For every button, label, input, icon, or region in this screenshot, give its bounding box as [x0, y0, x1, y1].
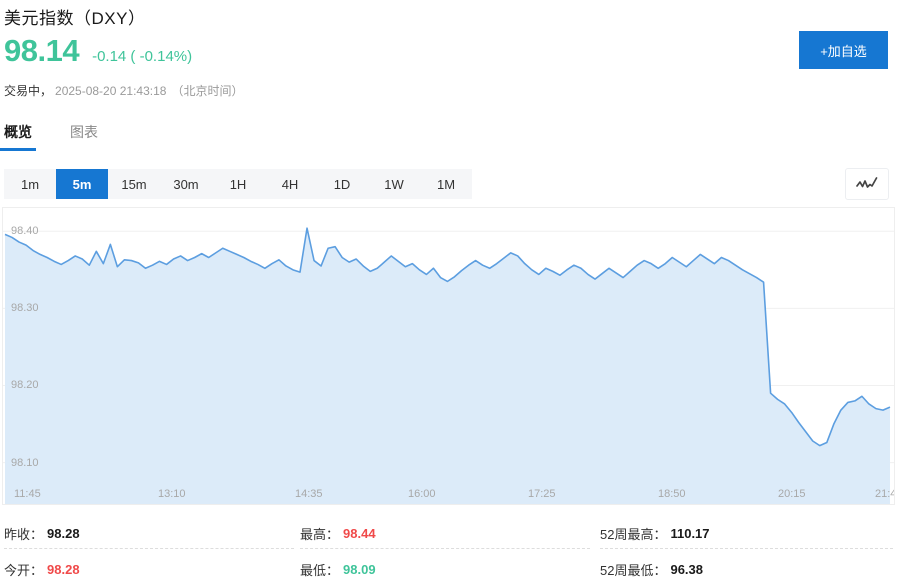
x-axis-tick: 17:25 [528, 488, 556, 500]
y-axis-tick: 98.40 [11, 225, 39, 238]
stat-value: 98.28 [47, 561, 80, 577]
x-axis-tick: 16:00 [408, 488, 436, 500]
tab-chart[interactable]: 图表 [70, 124, 98, 140]
chart-area-fill [5, 228, 890, 504]
x-axis-tick: 21:4 [875, 488, 895, 500]
timeframe-1H[interactable]: 1H [229, 176, 247, 192]
tab-overview[interactable]: 概览 [0, 122, 36, 151]
timeframe-30m[interactable]: 30m [173, 176, 199, 192]
stat-item: 最低： 98.09 [300, 554, 376, 584]
x-axis-tick: 13:10 [158, 488, 186, 500]
market-status: 交易中， [4, 84, 53, 98]
timeframe-1M[interactable]: 1M [436, 176, 456, 192]
stat-label: 今开： [4, 562, 44, 578]
quote-header: 美元指数（DXY） 98.14 -0.14 ( -0.14%) 交易中， 202… [0, 0, 897, 118]
stat-value: 98.28 [47, 525, 80, 541]
timezone-note: （北京时间） [171, 84, 244, 98]
quote-timestamp: 2025-08-20 21:43:18 [55, 84, 167, 98]
y-axis-tick: 98.20 [11, 379, 39, 392]
price-row: 98.14 -0.14 ( -0.14%) [4, 33, 192, 69]
stat-label: 昨收： [4, 526, 44, 542]
price-change: -0.14 ( -0.14%) [92, 48, 193, 65]
line-chart-icon [856, 177, 878, 188]
stat-label: 最高： [300, 526, 340, 542]
stat-item: 今开： 98.28 [4, 554, 80, 584]
last-price: 98.14 [4, 33, 80, 68]
y-axis-tick: 98.30 [11, 302, 39, 315]
price-chart[interactable]: 98.10 98.20 98.30 98.40 11:45 13:10 14:35 16:0… [2, 207, 895, 505]
stat-label: 52周最低： [600, 562, 667, 578]
timeframe-1D[interactable]: 1D [333, 176, 351, 192]
timeframe-1m[interactable]: 1m [20, 176, 40, 192]
chart-canvas [3, 227, 894, 504]
timeframe-4H[interactable]: 4H [281, 176, 299, 192]
add-to-watchlist-button[interactable]: +加自选 [799, 31, 888, 69]
timeframe-1W[interactable]: 1W [384, 176, 404, 192]
y-axis-tick: 98.10 [11, 456, 39, 469]
stat-value: 110.17 [670, 525, 710, 541]
stats-divider [600, 548, 893, 549]
stat-value: 98.44 [343, 525, 376, 541]
stat-value: 96.38 [670, 561, 704, 577]
quote-stats: 昨收： 98.28 今开： 98.28 最高： 98.44 最低： 98.09 52周最高： 11… [0, 512, 897, 588]
stat-label: 52周最高： [600, 526, 667, 542]
x-axis-tick: 11:45 [14, 488, 41, 500]
stat-item: 最高： 98.44 [300, 518, 376, 548]
stats-divider [4, 548, 294, 549]
timeframe-15m[interactable]: 15m [121, 176, 147, 192]
section-tabs: 概览 图表 [0, 122, 132, 151]
chart-type-button[interactable] [845, 168, 889, 200]
timeframe-5m[interactable]: 5m [56, 169, 108, 199]
stat-value: 98.09 [343, 561, 376, 577]
page-title: 美元指数（DXY） [4, 9, 146, 28]
stat-item: 昨收： 98.28 [4, 518, 80, 548]
timeframe-selector: 1m 5m 15m 30m 1H 4H 1D 1W 1M [4, 169, 472, 199]
x-axis-tick: 14:35 [295, 488, 323, 500]
stats-divider [300, 548, 590, 549]
stat-label: 最低： [300, 562, 340, 578]
stat-item: 52周最高： 110.17 [600, 518, 710, 548]
x-axis-tick: 20:15 [778, 488, 806, 500]
chart-line [4, 227, 891, 447]
stat-item: 52周最低： 96.38 [600, 554, 703, 584]
market-status-row: 交易中， 2025-08-20 21:43:18 （北京时间） [4, 82, 243, 99]
x-axis-tick: 18:50 [658, 488, 686, 500]
